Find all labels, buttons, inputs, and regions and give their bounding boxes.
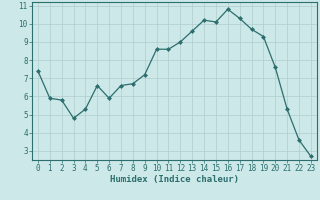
- X-axis label: Humidex (Indice chaleur): Humidex (Indice chaleur): [110, 175, 239, 184]
